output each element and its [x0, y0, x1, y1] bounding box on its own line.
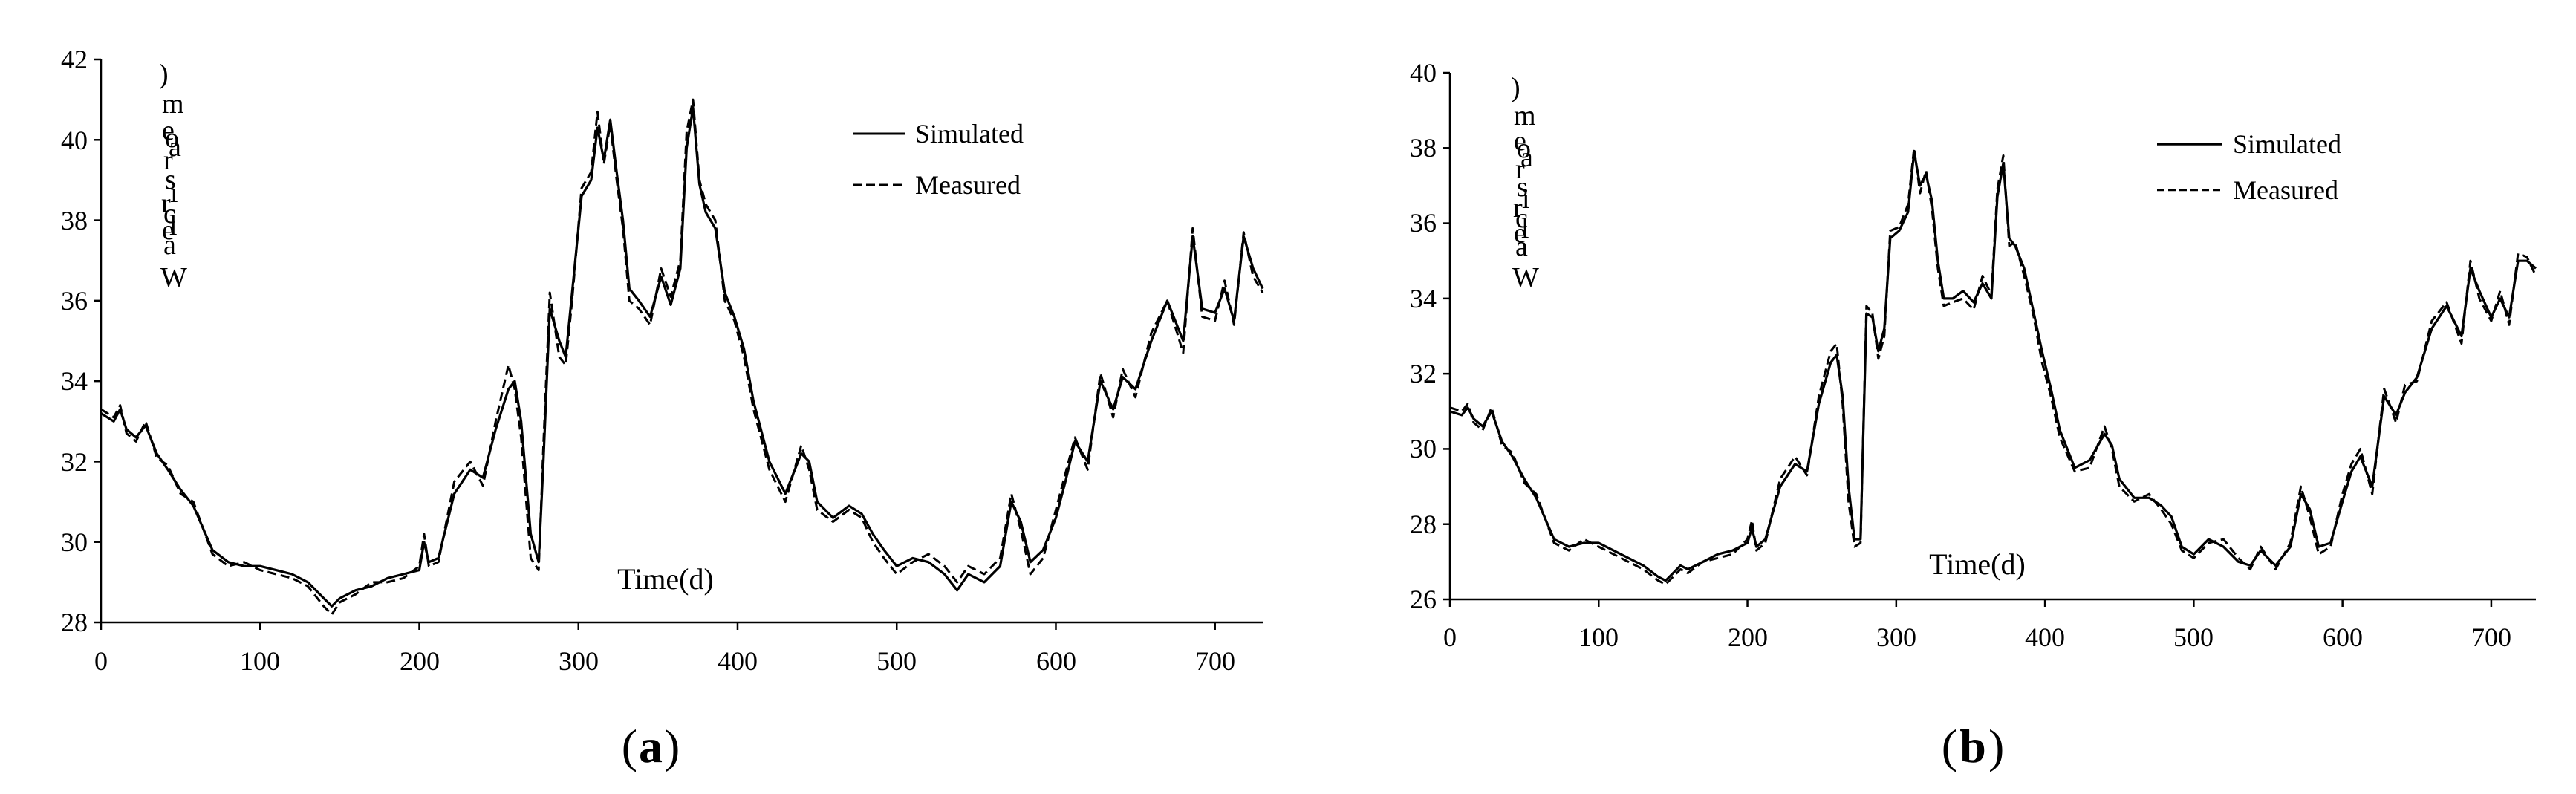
y-axis-label-glyph: l [169, 210, 178, 241]
y-tick-label: 28 [61, 608, 88, 637]
y-tick-label: 40 [61, 126, 88, 155]
x-tick-label: 700 [1195, 646, 1235, 676]
y-axis-label-glyph: s [1517, 172, 1528, 203]
series-line-simulated [100, 106, 1264, 608]
y-tick-label: 38 [61, 206, 88, 235]
legend-a: Simulated Measured [853, 119, 1024, 200]
x-tick-label: 200 [400, 646, 440, 676]
x-axis-title-b: Time(d) [1929, 547, 2026, 581]
panel-label-close-paren: ) [1988, 720, 2004, 772]
panel-label-open-paren: ( [1942, 720, 1957, 772]
y-axis-label-glyph: l [1521, 213, 1529, 244]
tick-marks-a [94, 58, 1216, 630]
y-axis-label-glyph: i [1522, 183, 1530, 215]
panel-label-letter: a [639, 720, 663, 772]
y-axis-label-glyph: ) [1511, 72, 1520, 103]
y-axis-label-glyph: s [165, 164, 176, 195]
y-axis-label-glyph: W [1512, 262, 1539, 293]
y-axis-label-glyph: e [1514, 218, 1526, 249]
y-axis-label-glyph: a [1520, 142, 1533, 173]
y-axis-label-glyph: r [1513, 192, 1523, 224]
x-tick-label: 600 [1036, 646, 1076, 676]
series-line-simulated [1449, 150, 2537, 582]
y-axis-label-glyph: r [161, 188, 171, 219]
x-tick-label: 0 [94, 646, 108, 676]
y-axis-label-glyph: c [1515, 203, 1528, 234]
y-axis-label-glyph: a [1515, 231, 1528, 262]
x-tick-label: 500 [876, 646, 917, 676]
x-tick-label: 300 [1876, 622, 1916, 652]
y-axis-label-glyph: c [163, 198, 176, 230]
legend-label-simulated: Simulated [2233, 129, 2341, 159]
panel-label-a: ( a ) [622, 720, 680, 772]
y-axis-label-glyph: m [162, 88, 184, 120]
y-axis-label-b: ) m e o a r s i r c l e a W [1511, 72, 1539, 293]
plot-area-b [1449, 146, 2537, 586]
x-tick-label: 0 [1443, 622, 1457, 652]
x-tick-label: 100 [1578, 622, 1619, 652]
panel-label-letter: b [1959, 720, 1986, 772]
y-tick-label: 36 [1410, 208, 1437, 238]
panel-label-b: ( b ) [1942, 720, 2005, 772]
y-tick-label: 30 [1410, 434, 1437, 463]
legend-label-measured: Measured [915, 170, 1021, 200]
y-axis-label-glyph: m [1514, 100, 1536, 131]
y-tick-label: 34 [1410, 284, 1437, 313]
y-tick-label: 42 [61, 45, 88, 74]
y-tick-label: 32 [61, 447, 88, 477]
series-line-measured [100, 98, 1264, 616]
tick-marks-b [1443, 71, 2493, 607]
y-axis-label-glyph: e [162, 115, 175, 146]
y-axis-label-glyph: o [165, 123, 179, 154]
y-tick-label: 26 [1410, 585, 1437, 614]
x-axis-title-a: Time(d) [617, 562, 714, 596]
x-tick-label: 400 [2025, 622, 2065, 652]
x-tick-label: 300 [559, 646, 599, 676]
panel-label-close-paren: ) [664, 720, 680, 772]
y-axis-label-glyph: o [1517, 133, 1531, 164]
panel-label-open-paren: ( [622, 720, 637, 772]
y-tick-label: 34 [61, 366, 88, 396]
chart-panel-b: 26 28 30 32 34 36 38 40 0 100 200 300 40… [1410, 58, 2537, 772]
y-axis-label-glyph: r [1515, 154, 1525, 185]
y-axis-label-glyph: r [163, 145, 173, 176]
legend-b: Simulated Measured [2157, 129, 2341, 205]
y-axis-label-glyph: ) [159, 59, 169, 90]
x-tick-label: 500 [2173, 622, 2214, 652]
plot-area-a [100, 98, 1264, 616]
y-tick-label: 40 [1410, 58, 1437, 88]
y-axis-label-glyph: a [169, 131, 181, 163]
y-tick-label: 38 [1410, 133, 1437, 163]
y-axis-label-glyph: W [160, 262, 187, 293]
x-tick-label: 200 [1728, 622, 1768, 652]
y-axis-label-glyph: e [162, 215, 175, 246]
y-tick-label: 28 [1410, 510, 1437, 539]
y-axis-label-glyph: e [1514, 126, 1526, 157]
x-tick-label: 600 [2323, 622, 2363, 652]
legend-label-measured: Measured [2233, 175, 2338, 205]
legend-label-simulated: Simulated [915, 119, 1024, 149]
x-tick-label: 100 [240, 646, 280, 676]
series-line-measured [1449, 146, 2537, 586]
y-axis-label-glyph: a [163, 230, 176, 261]
x-tick-label: 700 [2471, 622, 2511, 652]
y-axis-label-glyph: i [170, 178, 178, 209]
y-axis-label-a: ) m e o a r s i r c l e a W [159, 59, 187, 293]
chart-panel-a: 28 30 32 34 36 38 40 42 0 100 200 300 40… [61, 45, 1264, 772]
y-tick-label: 36 [61, 286, 88, 316]
y-tick-label: 30 [61, 527, 88, 557]
x-tick-label: 400 [718, 646, 758, 676]
y-tick-label: 32 [1410, 359, 1437, 388]
